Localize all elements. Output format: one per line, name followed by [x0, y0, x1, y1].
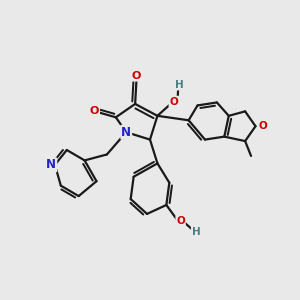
Text: O: O [90, 106, 99, 116]
Text: O: O [169, 97, 178, 106]
Text: O: O [259, 121, 267, 131]
Text: H: H [175, 80, 184, 90]
Text: N: N [121, 126, 131, 139]
Text: O: O [176, 216, 185, 226]
Text: H: H [192, 227, 200, 237]
Text: N: N [46, 158, 56, 171]
Text: O: O [132, 71, 141, 81]
